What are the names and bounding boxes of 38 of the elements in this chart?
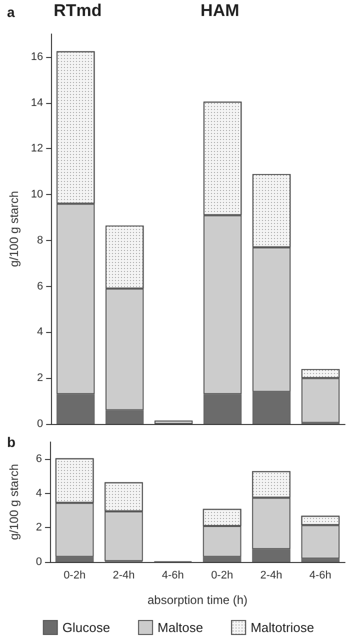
bar	[203, 394, 242, 424]
y-tick-label: 6	[37, 280, 44, 292]
bar	[55, 556, 94, 562]
y-tick-label: 8	[37, 234, 44, 246]
text: RTmd	[54, 1, 102, 20]
chart-title: b	[7, 434, 16, 450]
y-tick-label: 4	[37, 326, 44, 338]
legend-label: Glucose	[62, 620, 110, 635]
legend-label: Maltotriose	[250, 620, 314, 635]
legend-label: Maltose	[158, 620, 204, 635]
chart-title: a	[7, 4, 15, 20]
y-axis-title: g/100 g starch	[7, 464, 21, 540]
bar	[106, 410, 144, 424]
x-axis-title: absorption time (h)	[147, 593, 248, 607]
y-axis-title: g/100 g starch	[7, 190, 21, 268]
y-tick-label: 2	[36, 522, 42, 534]
x-tick-label: 2-4h	[260, 570, 282, 582]
bar	[56, 394, 95, 424]
y-tick-label: 6	[36, 453, 42, 466]
bar	[252, 392, 291, 424]
x-tick-label: 4-6h	[162, 570, 184, 582]
bar	[202, 556, 242, 562]
x-tick-label: 0-2h	[211, 570, 234, 582]
y-tick-label: 16	[30, 50, 44, 63]
y-tick-label: 0	[37, 418, 44, 430]
x-tick-label: 2-4h	[112, 570, 135, 582]
y-tick-label: 4	[36, 487, 42, 500]
y-tick-label: 10	[30, 188, 44, 201]
y-tick-label: 0	[36, 556, 42, 568]
y-tick-label: 14	[30, 96, 44, 109]
x-tick-label: 4-6h	[309, 570, 332, 582]
text: HAM	[200, 1, 240, 20]
bar	[154, 420, 193, 424]
bar	[301, 558, 340, 562]
y-tick-label: 2	[37, 372, 44, 384]
x-tick-label: 0-2h	[64, 570, 86, 582]
y-tick-label: 12	[30, 142, 44, 155]
bar	[252, 549, 290, 562]
